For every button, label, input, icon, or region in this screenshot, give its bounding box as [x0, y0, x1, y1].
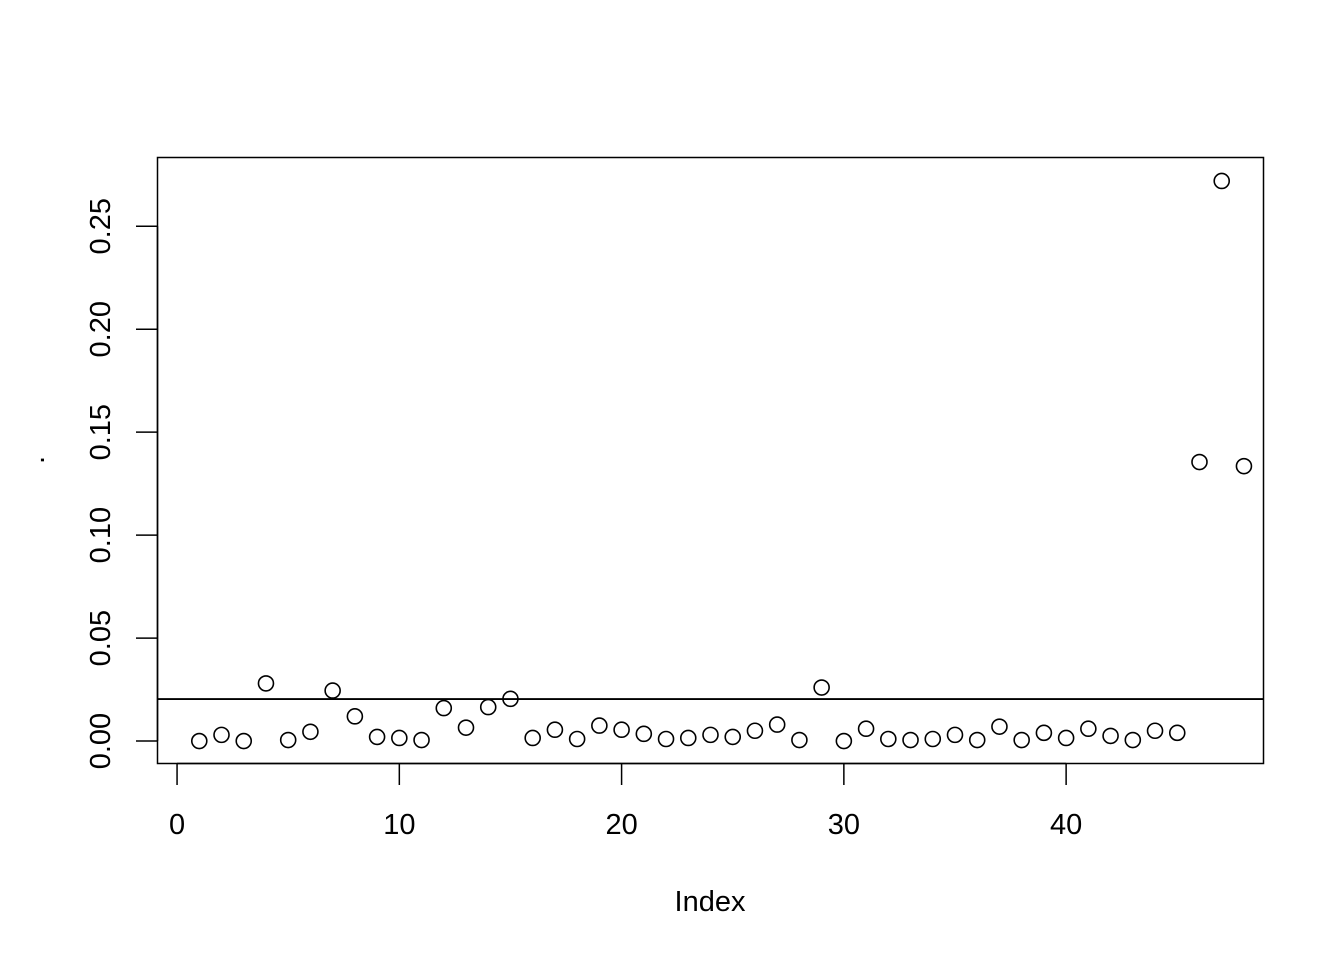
x-tick-label: 20: [605, 809, 637, 841]
data-point: [657, 730, 675, 748]
data-point: [1168, 724, 1186, 742]
data-point: [1213, 172, 1231, 190]
x-tick-label: 0: [169, 809, 185, 841]
data-point: [946, 726, 964, 744]
data-point: [902, 731, 919, 749]
data-point: [524, 729, 541, 747]
data-point: [435, 699, 453, 717]
data-point: [1013, 731, 1030, 749]
data-point: [368, 728, 386, 746]
data-point: [1146, 722, 1164, 740]
data-point: [479, 698, 497, 716]
data-point: [813, 679, 830, 696]
data-point: [702, 726, 719, 744]
data-point: [1191, 453, 1208, 471]
data-point: [746, 722, 764, 740]
data-point: [1057, 729, 1075, 747]
data-point: [1080, 720, 1097, 738]
data-point: [346, 708, 364, 725]
data-point: [568, 730, 586, 748]
data-point: [391, 729, 408, 747]
data-point: [635, 725, 653, 743]
data-point: [613, 721, 630, 739]
data-point: [880, 730, 897, 748]
y-tick-label: 0.05: [85, 610, 117, 666]
data-point: [502, 690, 519, 708]
y-tick-label: 0.10: [85, 507, 117, 563]
data-point: [724, 728, 742, 746]
x-axis: 0 10 20 30 40: [169, 762, 1082, 841]
data-point: [791, 731, 808, 749]
data-point: [1235, 457, 1253, 475]
data-point: [924, 730, 942, 748]
data-point: [591, 717, 608, 734]
data-point: [968, 731, 986, 749]
data-point: [679, 729, 697, 747]
data-point: [546, 721, 564, 739]
plot-frame: [156, 156, 1265, 765]
data-point: [302, 723, 319, 741]
data-point: [857, 720, 875, 738]
data-point: [413, 731, 430, 749]
data-points: [190, 172, 1253, 750]
y-axis-label: .: [19, 456, 51, 464]
data-point: [835, 732, 853, 750]
x-axis-label: Index: [675, 886, 746, 918]
data-point: [324, 682, 341, 699]
x-tick-label: 40: [1050, 809, 1082, 841]
y-tick-label: 0.15: [85, 404, 117, 460]
data-point: [235, 732, 253, 750]
data-point: [457, 719, 475, 736]
data-point: [768, 716, 786, 733]
y-tick-label: 0.25: [85, 198, 117, 254]
data-point: [190, 732, 208, 750]
data-point: [1102, 727, 1119, 745]
data-point: [1124, 731, 1142, 749]
data-point: [279, 731, 297, 749]
data-point: [1035, 724, 1053, 742]
data-point: [991, 718, 1008, 735]
y-tick-label: 0.00: [85, 713, 117, 769]
y-tick-label: 0.20: [85, 301, 117, 357]
x-tick-label: 10: [383, 809, 415, 841]
data-point: [257, 675, 275, 692]
x-tick-label: 30: [828, 809, 860, 841]
data-point: [213, 726, 230, 744]
y-axis: 0.00 0.05 0.10 0.15 0.20 0.25: [85, 198, 159, 769]
